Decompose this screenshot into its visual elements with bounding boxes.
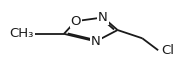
Text: N: N: [91, 35, 101, 48]
Text: N: N: [98, 11, 108, 24]
Text: CH₃: CH₃: [9, 27, 33, 40]
Text: Cl: Cl: [161, 44, 174, 57]
Text: O: O: [70, 15, 81, 28]
